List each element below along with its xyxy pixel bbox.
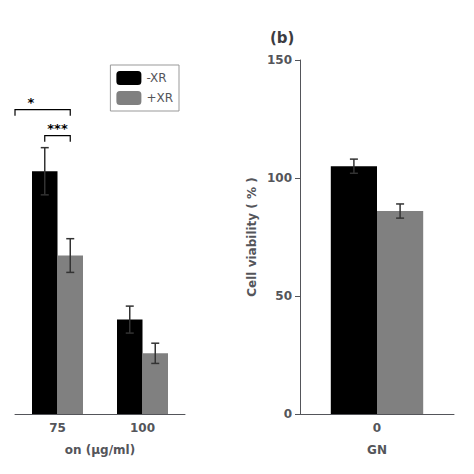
svg-text:-XR: -XR [146, 71, 166, 85]
svg-text:*: * [28, 95, 35, 110]
svg-text:100: 100 [267, 171, 292, 185]
svg-text:100: 100 [130, 421, 155, 435]
svg-text:Cell viability ( % ): Cell viability ( % ) [245, 177, 259, 296]
svg-text:+XR: +XR [146, 91, 173, 105]
svg-text:75: 75 [49, 421, 66, 435]
svg-text:50: 50 [275, 289, 292, 303]
svg-text:(b): (b) [270, 29, 294, 47]
svg-text:0: 0 [284, 407, 292, 421]
svg-text:***: *** [47, 121, 68, 136]
svg-text:150: 150 [267, 53, 292, 67]
svg-text:on (μg/ml): on (μg/ml) [65, 443, 135, 457]
svg-text:0: 0 [373, 421, 381, 435]
svg-text:GN: GN [367, 443, 387, 457]
